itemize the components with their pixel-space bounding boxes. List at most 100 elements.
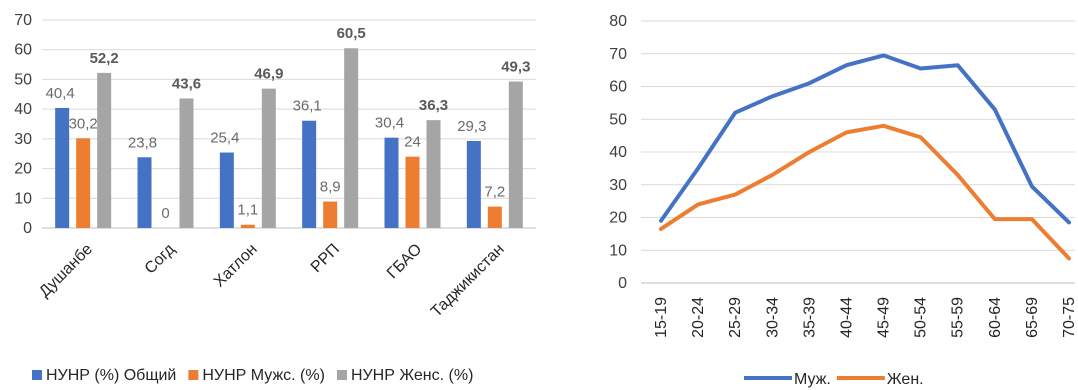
bar-y-tick-label: 60 [14, 42, 32, 59]
line-category-text: 50-54 [913, 297, 930, 338]
line-chart-gridlines [641, 20, 1075, 284]
bar-chart-y-axis: 0 10 20 30 40 50 60 70 [14, 12, 32, 237]
bar-total [384, 137, 399, 228]
bar-y-tick-label: 50 [14, 71, 32, 88]
bar-female [344, 48, 359, 228]
line-category-label: 50-54 [913, 297, 930, 338]
line-series-male [659, 53, 1071, 225]
bar-y-tick-label: 70 [14, 12, 32, 29]
line-category-label: 45-49 [876, 297, 893, 338]
bar-total [55, 107, 70, 228]
line-category-label: 35-39 [801, 297, 818, 338]
bar-chart-x-axis: Душанбе Согд Хатлон РРП ГБАО Таджикистан [36, 240, 508, 320]
line-category-text: 70-75 [1061, 297, 1078, 338]
line-category-label: 70-75 [1061, 297, 1078, 338]
line-category-text: 65-69 [1024, 297, 1041, 338]
line-category-text: 60-64 [987, 297, 1004, 338]
bar-data-label: 40,4 [46, 85, 75, 102]
line-category-label: 30-34 [764, 297, 781, 338]
bar-female [97, 72, 112, 229]
bar-chart: 0 10 20 30 40 50 60 70 40,4 30,2 52,2 23,8 0 43,6 25,… [14, 12, 536, 384]
bar-data-label: 49,3 [501, 59, 530, 76]
bar-data-label: 24 [404, 134, 421, 151]
line-category-label: 25-29 [727, 297, 744, 338]
bar-legend-swatch [188, 370, 199, 380]
line-y-tick-label: 10 [609, 242, 627, 259]
line-y-tick-label: 80 [609, 13, 627, 30]
bar-category-label: РРП [308, 241, 343, 276]
line-category-label: 55-59 [950, 297, 967, 338]
bar-data-label: 46,9 [254, 66, 283, 83]
line-y-tick-label: 70 [609, 46, 627, 63]
bar-category-label: ГБАО [384, 241, 425, 282]
bar-female [261, 88, 276, 228]
bar-male [405, 156, 420, 228]
bar-data-label: 23,8 [128, 134, 157, 151]
line-category-label: 20-24 [690, 297, 707, 338]
line-category-text: 35-39 [801, 297, 818, 338]
bar-data-label: 1,1 [237, 202, 258, 219]
bar-total [302, 120, 317, 228]
bar-total [137, 157, 152, 228]
bar-legend-label: НУНР Мужс. (%) [202, 367, 325, 384]
bar-category-label: Душанбе [36, 241, 96, 301]
bar-male [487, 206, 502, 228]
bar-category-text: Душанбе [36, 241, 96, 301]
bar-data-label: 7,2 [484, 184, 505, 201]
line-category-text: 15-19 [653, 297, 670, 338]
line-legend-label: Муж. [794, 371, 831, 388]
line-chart-x-axis: 15-19 20-24 25-29 30-34 35-39 40-44 45-49 50-54… [653, 297, 1078, 338]
bar-female [426, 120, 441, 228]
line-category-text: 40-44 [838, 297, 855, 338]
bar-data-label: 25,4 [210, 130, 239, 147]
line-y-tick-label: 40 [609, 144, 627, 161]
bar-category-text: РРП [308, 241, 343, 276]
bar-data-label: 0 [161, 205, 169, 222]
bar-male [76, 138, 91, 228]
line-chart: 0 10 20 30 40 50 60 70 80 15-19 20-24 25-29 30-34 35… [609, 13, 1078, 388]
bar-y-tick-label: 40 [14, 101, 32, 118]
line-y-tick-label: 60 [609, 79, 627, 96]
line-chart-series [659, 53, 1071, 261]
bar-category-label: Таджикистан [428, 241, 508, 321]
bar-y-tick-label: 10 [14, 190, 32, 207]
bar-category-text: Хатлон [211, 241, 261, 291]
line-y-tick-label: 50 [609, 111, 627, 128]
bar-data-label: 36,3 [419, 97, 448, 114]
line-category-text: 45-49 [876, 297, 893, 338]
bar-total [466, 140, 481, 228]
bar-category-text: Таджикистан [428, 241, 508, 321]
line-category-label: 60-64 [987, 297, 1004, 338]
bar-data-label: 43,6 [172, 75, 201, 92]
bar-y-tick-label: 20 [14, 161, 32, 178]
line-category-label: 65-69 [1024, 297, 1041, 338]
bar-category-label: Согд [142, 240, 179, 277]
line-category-text: 25-29 [727, 297, 744, 338]
line-y-tick-label: 20 [609, 210, 627, 227]
bar-legend-swatch [32, 370, 42, 380]
bar-legend-label: НУНР Женс. (%) [351, 367, 473, 384]
bar-data-label: 36,1 [293, 98, 322, 115]
line-y-tick-label: 30 [609, 177, 627, 194]
bar-chart-bars [55, 48, 523, 229]
line-y-tick-label: 0 [618, 275, 627, 292]
bar-category-text: ГБАО [384, 241, 425, 282]
line-category-label: 15-19 [653, 297, 670, 338]
bar-data-label: 8,9 [320, 179, 341, 196]
line-legend-label: Жен. [887, 371, 924, 388]
line-chart-legend: Муж. Жен. [744, 371, 924, 388]
bar-chart-legend: НУНР (%) Общий НУНР Мужс. (%) НУНР Женс. (… [32, 367, 473, 384]
line-category-text: 30-34 [764, 297, 781, 338]
bar-data-label: 29,3 [457, 118, 486, 135]
bar-data-label: 30,4 [375, 115, 404, 132]
line-category-label: 40-44 [838, 297, 855, 338]
line-category-text: 20-24 [690, 297, 707, 338]
bar-category-label: Хатлон [211, 241, 261, 291]
bar-data-label: 60,5 [337, 25, 366, 42]
bar-legend-swatch [336, 370, 347, 380]
bar-chart-gridlines [42, 19, 536, 229]
bar-total [219, 152, 234, 228]
bar-female [508, 81, 523, 228]
bar-female [179, 98, 194, 229]
